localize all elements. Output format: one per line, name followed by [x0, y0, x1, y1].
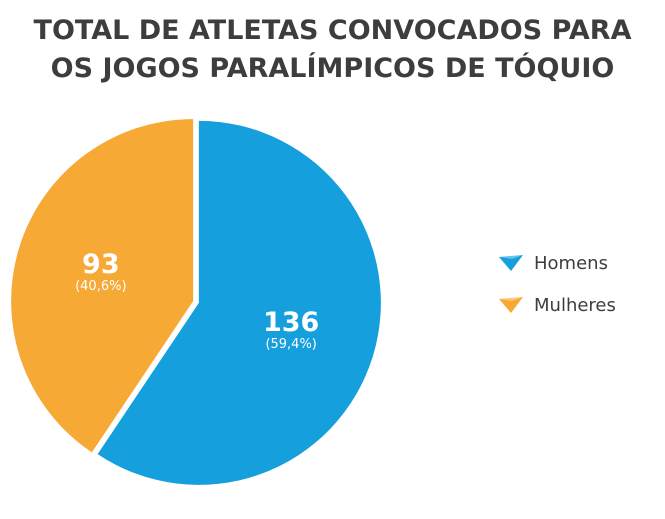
pie-labels: 136(59,4%) 93(40,6%)	[75, 249, 319, 352]
legend-label-homens: Homens	[534, 252, 608, 274]
legend-swatch-homens-icon	[499, 255, 523, 271]
chart-title: TOTAL DE ATLETAS CONVOCADOS PARA OS JOGO…	[0, 12, 665, 88]
legend-swatch-mulheres-icon	[499, 297, 523, 313]
legend-item-mulheres: Mulheres	[498, 292, 616, 318]
legend: Homens Mulheres	[498, 250, 616, 334]
chart-title-line-1: TOTAL DE ATLETAS CONVOCADOS PARA	[33, 15, 632, 46]
slice-value-label-mulheres: 93	[82, 249, 120, 280]
pie-slices	[11, 119, 381, 485]
slice-percent-label-homens: (59,4%)	[265, 337, 316, 352]
slice-percent-label-mulheres: (40,6%)	[75, 279, 126, 294]
legend-label-mulheres: Mulheres	[534, 294, 616, 316]
legend-item-homens: Homens	[498, 250, 616, 276]
chart-title-line-2: OS JOGOS PARALÍMPICOS DE TÓQUIO	[50, 53, 615, 84]
pie-slice-mulheres	[11, 119, 194, 453]
slice-value-label-homens: 136	[263, 307, 319, 338]
pie-slice-homens	[97, 120, 381, 485]
